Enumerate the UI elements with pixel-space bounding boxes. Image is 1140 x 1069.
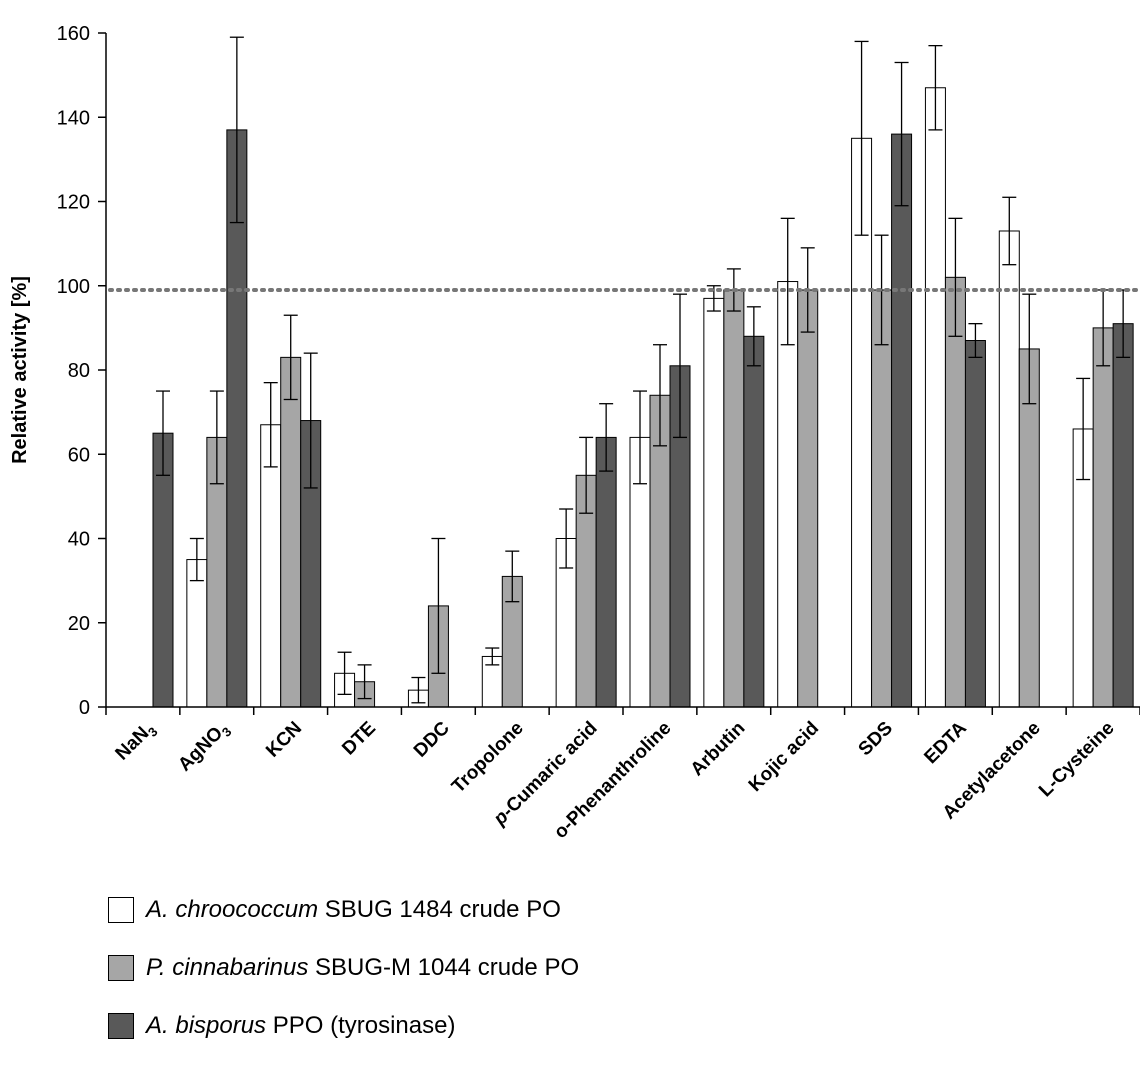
error-bar-s2-c7	[579, 436, 594, 514]
chart-area: 0 20 40 60 80 100 120 140 160 NaN3 AgNO3 KCN DTE DDC…	[9, 23, 1140, 843]
legend-item-series-2: P. cinnabarinus SBUG-M 1044 crude PO	[108, 953, 579, 983]
y-tick-label-160: 160	[57, 23, 90, 45]
category-label-12: EDTA	[920, 717, 971, 768]
error-bar-s1-c12	[928, 44, 943, 131]
error-bar-s2-c2	[209, 390, 224, 485]
legend-item-series-3: A. bisporus PPO (tyrosinase)	[108, 1011, 579, 1041]
bar-s1-c9	[703, 297, 725, 708]
bar-s1-c12	[924, 87, 946, 708]
category-label-4: DTE	[338, 718, 380, 760]
axes-layer	[98, 32, 1140, 715]
error-bar-s2-c6	[505, 550, 520, 603]
bar-s3-c11	[891, 133, 913, 708]
error-bars-layer	[156, 36, 1131, 704]
error-bar-s2-c8	[653, 344, 667, 447]
bar-s2-c3	[280, 356, 302, 708]
bar-s2-c11	[871, 289, 893, 708]
bar-s3-c12	[964, 340, 986, 708]
legend-label-series-2: P. cinnabarinus SBUG-M 1044 crude PO	[146, 954, 580, 981]
error-bar-s1-c14	[1076, 377, 1091, 481]
legend-swatch-series-2	[108, 955, 134, 981]
error-bar-s3-c1	[156, 390, 170, 476]
bar-s1-c13	[998, 230, 1020, 708]
bar-s2-c12	[944, 276, 966, 708]
error-bar-s1-c7	[559, 508, 574, 569]
legend-swatch-series-1	[108, 897, 134, 923]
y-axis-label: Relative activity [%]	[9, 276, 31, 464]
bars-layer	[152, 87, 1134, 708]
category-label-9: Arbutin	[687, 718, 750, 781]
y-tick-label-40: 40	[68, 529, 90, 551]
error-bar-s3-c2	[229, 36, 244, 224]
error-bar-s1-c2	[189, 537, 204, 582]
error-bar-s2-c4	[357, 664, 372, 700]
error-bar-s3-c9	[746, 306, 761, 367]
error-bar-s1-c6	[485, 647, 500, 666]
y-tick-label-80: 80	[68, 360, 90, 382]
bar-s2-c14	[1092, 327, 1114, 708]
y-tick-label-60: 60	[68, 444, 90, 466]
error-bar-s1-c3	[263, 381, 278, 468]
category-label-2: AgNO3	[174, 718, 234, 778]
y-tick-label-100: 100	[57, 276, 90, 298]
error-bar-s1-c11	[854, 40, 869, 236]
legend-label-series-3: A. bisporus PPO (tyrosinase)	[146, 1012, 456, 1039]
category-label-11: SDS	[855, 718, 897, 760]
bar-s3-c9	[743, 335, 765, 708]
error-bar-s2-c3	[283, 314, 298, 401]
y-tick-label-20: 20	[68, 613, 90, 635]
error-bar-s3-c8	[673, 293, 687, 439]
legend-label-series-1: A. chroococcum SBUG 1484 crude PO	[146, 896, 561, 923]
legend-item-series-1: A. chroococcum SBUG 1484 crude PO	[108, 895, 579, 925]
bar-s1-c2	[186, 559, 208, 708]
category-label-10: Kojic acid	[745, 718, 823, 796]
error-bar-s1-c8	[633, 390, 647, 485]
bar-s3-c7	[595, 436, 617, 708]
legend: A. chroococcum SBUG 1484 crude PO P. cin…	[108, 895, 579, 1069]
bar-s2-c9	[723, 289, 745, 708]
legend-swatch-series-3	[108, 1013, 134, 1039]
error-bar-s1-c10	[780, 217, 795, 346]
error-bar-s2-c13	[1022, 293, 1037, 405]
category-label-3: KCN	[262, 718, 306, 762]
error-bar-s2-c5	[431, 537, 446, 674]
bar-s2-c10	[797, 289, 819, 708]
error-bar-s1-c5	[411, 676, 426, 704]
error-bar-s1-c4	[337, 651, 352, 696]
category-label-14: L-Cysteine	[1035, 718, 1119, 802]
y-tick-label-0: 0	[79, 697, 90, 719]
error-bar-s3-c12	[968, 323, 983, 359]
category-label-6: Tropolone	[448, 718, 528, 798]
error-bar-s3-c7	[599, 403, 614, 472]
y-tick-label-120: 120	[57, 192, 90, 214]
error-bar-s2-c12	[948, 217, 963, 337]
bar-s3-c14	[1112, 323, 1134, 708]
y-tick-label-140: 140	[57, 107, 90, 129]
category-label-1: NaN3	[112, 718, 161, 767]
y-tick-labels: 0 20 40 60 80 100 120 140 160	[57, 23, 90, 719]
error-bar-s3-c11	[894, 61, 909, 207]
category-label-5: DDC	[410, 717, 454, 761]
error-bar-s3-c3	[303, 352, 318, 489]
error-bar-s1-c13	[1002, 196, 1017, 266]
